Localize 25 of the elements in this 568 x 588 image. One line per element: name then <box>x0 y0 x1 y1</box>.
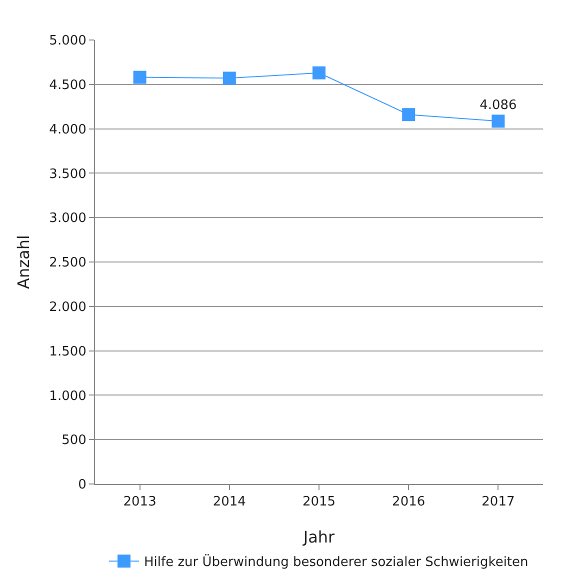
y-tick-label: 2.000 <box>49 300 86 315</box>
point <box>312 66 326 80</box>
y-axis-title: Anzahl <box>14 235 34 289</box>
x-tick-label: 2013 <box>123 494 156 510</box>
x-axis-title: Jahr <box>302 527 336 546</box>
x-tick-label: 2015 <box>302 494 336 510</box>
point <box>222 72 236 85</box>
x-tick-label: 2014 <box>212 494 246 510</box>
point <box>133 70 146 84</box>
point <box>492 114 505 128</box>
y-tick-label: 1.500 <box>49 344 86 360</box>
y-tick-label: 500 <box>62 433 86 448</box>
y-tick-label: 3.500 <box>49 166 86 182</box>
legend-label: Hilfe zur Überwindung besonderer sozialer Schwierigkeiten <box>144 554 528 570</box>
y-tick-label: 4.500 <box>49 78 86 93</box>
point <box>402 108 416 122</box>
y-tick-label: 1.000 <box>49 388 86 404</box>
y-tick-label: 3.000 <box>49 211 86 226</box>
y-tick-label: 4.000 <box>49 122 86 138</box>
data-label: 4.086 <box>480 98 517 113</box>
x-tick-label: 2016 <box>392 494 426 510</box>
y-tick-label: 0 <box>78 478 86 493</box>
y-tick-label: 5.000 <box>49 34 86 49</box>
y-tick-label: 2.500 <box>49 256 86 271</box>
x-tick-label: 2017 <box>482 494 515 510</box>
